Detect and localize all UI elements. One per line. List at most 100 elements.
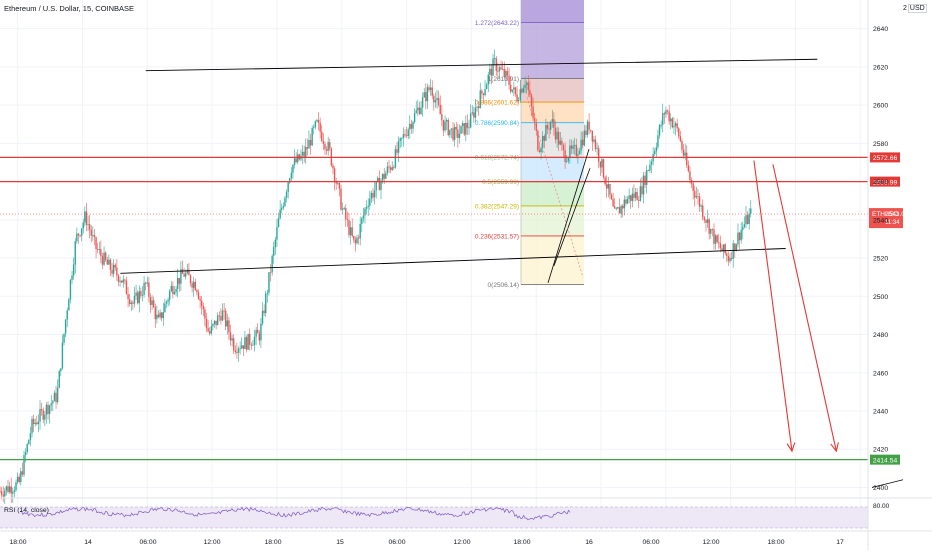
candle [565,154,568,163]
trendline-stub [871,479,904,488]
candle-body [244,337,246,349]
candle-body [706,219,709,223]
candle [221,303,224,322]
candle-body [687,165,690,172]
candle-body [477,106,480,109]
candle [56,379,59,405]
candle [676,118,678,132]
candle [32,414,35,433]
candle-body [52,401,54,404]
candle [152,296,155,308]
candle-body [525,82,528,85]
candle-body [87,224,89,225]
candle [466,114,469,135]
candle-body [101,256,104,265]
candle-body [148,282,150,297]
candle-body [271,255,273,273]
candle-body [111,269,113,274]
candle [42,407,44,424]
candle-body [36,422,38,425]
candle-body [485,84,488,90]
candle-body [0,491,1,493]
candle-body [117,275,120,282]
candle-body [42,410,44,420]
fib-zone [521,235,584,285]
candle [117,273,120,287]
candle [721,244,723,251]
candle [506,67,509,81]
candle-body [498,67,501,72]
candle-body [359,223,361,239]
candle-body [439,104,441,115]
candle [445,117,448,131]
x-tick-label: 18:00 [767,539,784,546]
candle-body [391,167,393,170]
candle-body [479,90,481,109]
candle-body [369,198,371,206]
candle [215,320,217,330]
candle [511,89,513,94]
candle [128,293,131,307]
candle [650,159,653,174]
candle [201,295,203,315]
candle-body [543,135,545,141]
candle [10,477,12,503]
candle [156,305,158,324]
candle [183,267,185,278]
candle [112,259,115,278]
candle [104,251,107,262]
candle-body [546,125,549,129]
candle [119,276,121,287]
candle [529,80,531,98]
candle-body [367,205,369,208]
candle [393,165,395,170]
candle [636,187,638,201]
candle [173,286,176,296]
candle [585,125,587,139]
candle [724,243,726,256]
candle [188,262,190,276]
candle-body [484,89,486,96]
candle-body [586,121,589,135]
candle-body [738,232,741,241]
candle [157,310,160,319]
candle-body [2,494,4,497]
rsi-tick: 80.00 [873,503,890,510]
candle-body [130,302,132,304]
candle-body [205,318,208,329]
candle [239,341,241,355]
candle-body [606,184,608,189]
candle-body [644,175,646,185]
candle [439,95,441,115]
candle [508,67,510,90]
fib-level-label: 1(2613.91) [488,76,519,83]
candle [329,138,331,152]
y-tick-label: 2500 [873,294,888,301]
candle [71,270,73,284]
candle [146,276,148,287]
candle-body [425,92,427,102]
candle [61,334,64,370]
candle-body [292,164,294,173]
candle [703,215,706,224]
candle [418,101,421,116]
candle [417,99,419,117]
candle [493,49,496,66]
candle [649,159,651,174]
candle-body [633,193,635,198]
grid [0,0,868,530]
candle-body [481,90,483,94]
candle [426,83,429,109]
candle-body [393,167,395,168]
candle [242,345,245,357]
candle [482,92,485,103]
candle-body [631,193,634,201]
candle-body [293,158,296,165]
candle [453,123,456,147]
candle-body [519,89,521,101]
candle-body [596,148,598,150]
candle [743,216,746,229]
candle-body [215,320,217,326]
